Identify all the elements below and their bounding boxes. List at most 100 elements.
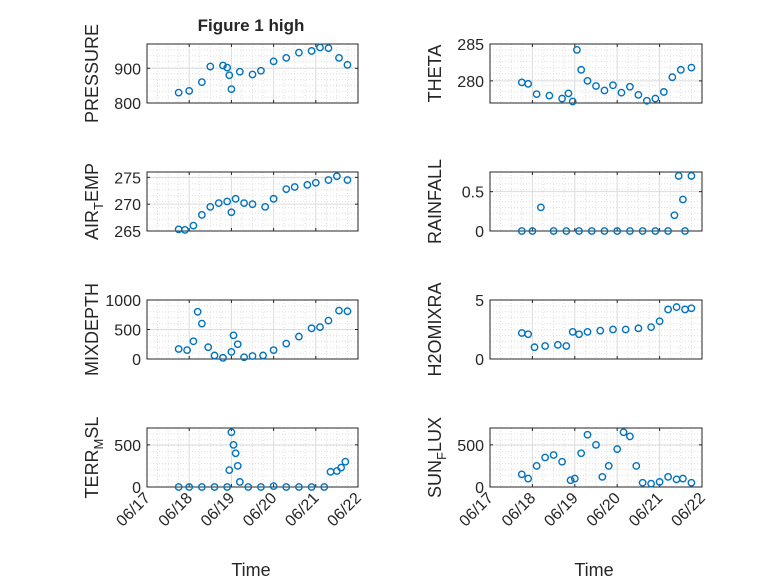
data-point (229, 440, 238, 449)
data-point (583, 327, 592, 336)
data-point (583, 76, 592, 85)
data-point (210, 483, 219, 491)
y-axis-label: TERRMSL (82, 417, 106, 499)
data-point (634, 324, 643, 333)
y-tick-label: 500 (114, 323, 141, 340)
data-point (600, 227, 609, 235)
data-point (206, 62, 215, 71)
data-point (295, 483, 303, 491)
axes-box (489, 171, 703, 232)
data-point (248, 352, 257, 360)
data-point (343, 176, 352, 184)
data-point (626, 82, 634, 91)
data-point (524, 330, 533, 339)
data-point (248, 200, 257, 209)
data-point (583, 430, 592, 439)
data-point (193, 307, 202, 316)
data-point (282, 53, 291, 62)
data-point (335, 306, 343, 315)
data-point (679, 474, 687, 483)
data-point (549, 227, 558, 235)
y-tick-label: 5 (475, 293, 484, 310)
data-point (566, 476, 575, 485)
data-point (225, 71, 234, 80)
y-axis-label-subscript: T (91, 202, 106, 210)
y-axis-label: MIXDEPTH (82, 283, 102, 376)
y-axis-label-rest: LUX (425, 417, 445, 452)
data-point (303, 180, 312, 189)
data-point (619, 428, 628, 437)
y-tick-label: 0 (475, 352, 484, 369)
y-axis-label-subscript: F (434, 452, 449, 460)
y-tick-label: 265 (114, 224, 141, 241)
data-point (227, 85, 236, 94)
data-point (197, 211, 206, 219)
data-point (231, 449, 240, 458)
data-point (659, 88, 668, 96)
data-point (670, 211, 679, 220)
data-point (324, 316, 333, 325)
data-point (210, 351, 219, 360)
data-point (651, 227, 660, 235)
data-point (183, 346, 191, 355)
data-point (197, 319, 206, 328)
data-point (235, 478, 244, 486)
data-point (282, 339, 291, 348)
data-point (609, 81, 617, 90)
y-axis-label-main: TERR (82, 449, 102, 498)
data-point (592, 82, 600, 90)
data-point (626, 227, 634, 235)
data-point (189, 337, 198, 346)
data-point (320, 483, 329, 491)
data-point (324, 176, 333, 184)
data-point (307, 324, 316, 333)
data-point (604, 462, 613, 470)
data-point (598, 472, 607, 481)
y-axis-label: SUNFLUX (425, 417, 449, 498)
data-point (335, 53, 343, 62)
data-point (647, 323, 656, 332)
data-point (575, 330, 583, 339)
data-point (341, 457, 350, 466)
data-point (206, 202, 215, 211)
panel-rainfall: 0 0.5 RAINFALL (425, 159, 703, 244)
data-point (229, 331, 238, 340)
data-point (672, 303, 681, 311)
x-axis-label-right: Time (574, 560, 613, 580)
data-point (568, 327, 577, 336)
data-point (223, 63, 232, 72)
data-point (613, 445, 622, 453)
data-point (577, 65, 586, 74)
data-point (235, 67, 244, 76)
y-tick-label: 285 (457, 37, 484, 54)
y-axis-label-main: SUN (425, 460, 445, 498)
data-point (668, 73, 677, 82)
data-point (244, 483, 253, 491)
data-point (575, 227, 583, 235)
data-point (307, 47, 316, 55)
data-point (316, 323, 324, 332)
y-tick-label: 275 (114, 170, 141, 187)
y-tick-label: 280 (457, 74, 484, 91)
panel-theta: 280 285 THETA (425, 37, 703, 106)
data-point (541, 453, 550, 462)
data-point (174, 483, 183, 491)
data-point (632, 462, 641, 470)
data-point (655, 317, 664, 326)
data-point (664, 472, 672, 481)
data-point (181, 226, 189, 234)
axes-box (146, 171, 359, 232)
data-point (233, 462, 242, 470)
data-point (664, 305, 672, 314)
data-point (532, 462, 541, 470)
data-point (269, 194, 278, 203)
y-axis-label-rest: EMP (82, 163, 102, 202)
data-point (311, 178, 320, 187)
data-point (295, 48, 303, 57)
data-point (231, 194, 240, 203)
data-point (219, 353, 227, 362)
data-point (259, 351, 267, 360)
y-axis-label: THETA (425, 45, 445, 103)
data-point (343, 60, 352, 69)
